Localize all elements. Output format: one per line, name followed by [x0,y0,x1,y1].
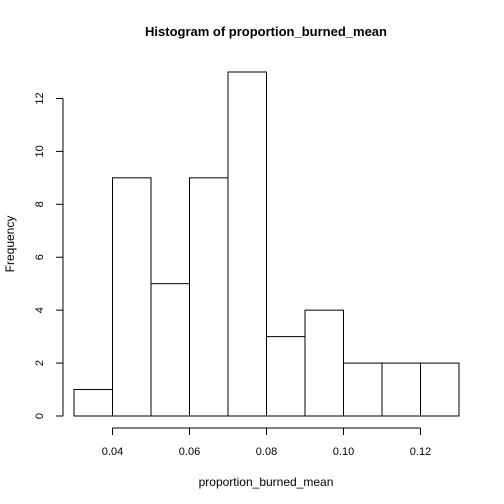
bars-group [73,71,460,417]
chart-title: Histogram of proportion_burned_mean [145,24,387,39]
y-tick-label: 4 [34,307,46,313]
histogram-bar-5 [266,336,306,417]
y-tick-label: 10 [34,145,46,157]
y-tick-label: 2 [34,360,46,366]
y-tick-label: 8 [34,201,46,207]
y-tick-label: 0 [34,413,46,419]
x-tick-label: 0.10 [333,446,354,458]
histogram-bar-0 [73,389,113,417]
x-tick-label: 0.04 [102,446,123,458]
x-axis-label: proportion_burned_mean [199,475,334,489]
histogram-bar-2 [150,283,190,417]
y-axis: 0 2 4 6 8 10 12 [34,92,64,419]
x-axis: 0.04 0.06 0.08 0.10 0.12 [102,427,431,458]
histogram-bar-3 [189,177,229,417]
x-tick-label: 0.12 [410,446,431,458]
y-tick-label: 6 [34,254,46,260]
histogram-bar-6 [304,309,344,417]
histogram-bar-9 [420,362,460,417]
x-tick-label: 0.08 [256,446,277,458]
y-tick-label: 12 [34,92,46,104]
y-axis-label: Frequency [3,216,17,273]
histogram-bar-1 [112,177,152,417]
histogram-bar-7 [343,362,383,417]
histogram-bar-4 [227,71,267,417]
histogram-bar-8 [381,362,421,417]
x-tick-label: 0.06 [179,446,200,458]
